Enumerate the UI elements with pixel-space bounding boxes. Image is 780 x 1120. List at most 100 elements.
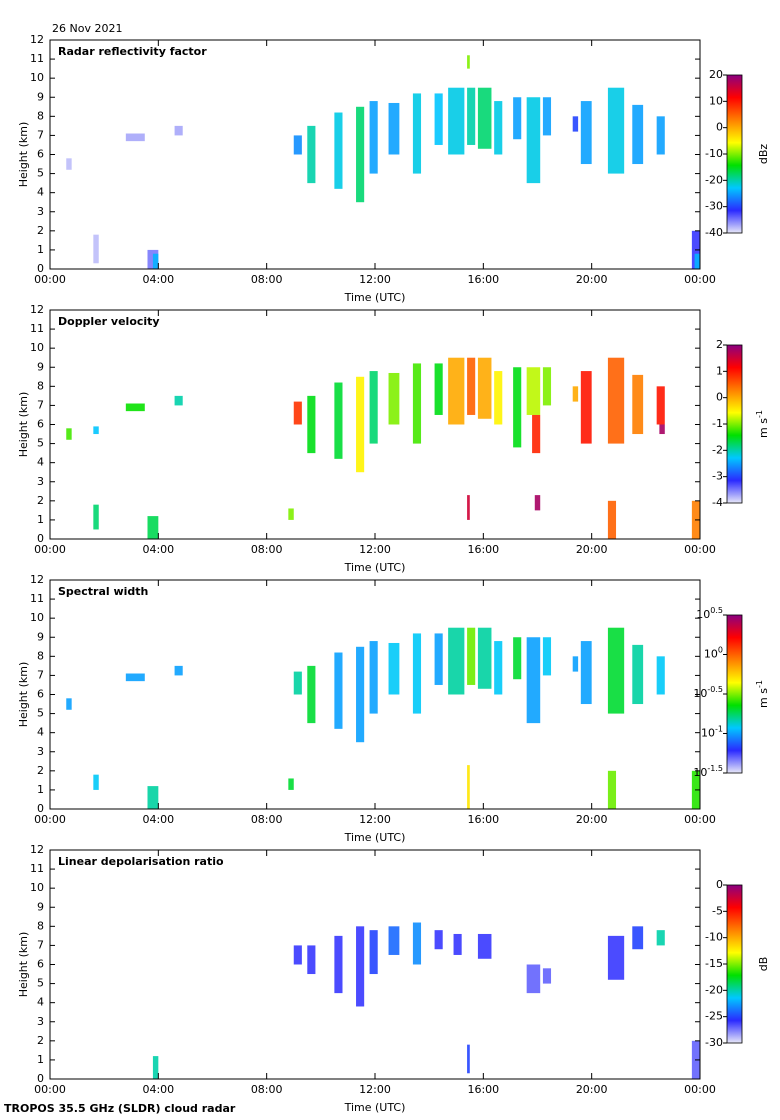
x-tick-label: 00:00: [34, 813, 66, 826]
x-tick-label: 16:00: [467, 543, 499, 556]
y-tick-label: 3: [37, 1015, 44, 1028]
echo: [388, 642, 400, 695]
y-tick-label: 10: [30, 71, 44, 84]
echo: [448, 627, 465, 695]
echo: [412, 633, 422, 714]
y-tick-label: 5: [37, 437, 44, 450]
echo: [152, 1056, 159, 1079]
y-tick-label: 9: [37, 630, 44, 643]
y-tick-label: 11: [30, 592, 44, 605]
colorbar-tick-label: -10: [705, 931, 723, 944]
colorbar-tick-label: -15: [705, 957, 723, 970]
x-tick-label: 04:00: [142, 1083, 174, 1096]
echo: [580, 371, 592, 444]
y-tick-label: 0: [37, 262, 44, 275]
y-tick-label: 8: [37, 379, 44, 392]
echo: [66, 158, 72, 170]
panel-title: Linear depolarisation ratio: [58, 855, 224, 868]
y-tick-label: 11: [30, 52, 44, 65]
echo: [526, 367, 541, 415]
x-tick-label: 00:00: [684, 813, 716, 826]
colorbar-tick-label: -30: [705, 1036, 723, 1049]
echo: [659, 424, 665, 435]
colorbar-tick-label: -20: [705, 983, 723, 996]
echo: [434, 930, 443, 950]
echo: [467, 55, 470, 69]
echo: [632, 374, 644, 435]
y-tick-label: 8: [37, 649, 44, 662]
x-tick-label: 12:00: [359, 543, 391, 556]
x-tick-label: 00:00: [684, 1083, 716, 1096]
colorbar-tick-label: 0: [716, 121, 723, 134]
echo: [448, 87, 465, 155]
colorbar-tick-label: 2: [716, 338, 723, 351]
y-tick-label: 5: [37, 167, 44, 180]
y-tick-label: 4: [37, 186, 44, 199]
y-tick-label: 1: [37, 783, 44, 796]
y-tick-label: 12: [30, 33, 44, 46]
colorbar-tick-label: -4: [712, 496, 723, 509]
x-tick-label: 08:00: [251, 1083, 283, 1096]
echo: [369, 371, 378, 444]
colorbar-tick-label: 1: [716, 364, 723, 377]
echo: [632, 926, 644, 950]
echo: [356, 646, 365, 743]
echo: [542, 968, 552, 984]
y-tick-label: 12: [30, 843, 44, 856]
echo: [526, 97, 541, 184]
echo: [125, 133, 145, 142]
y-tick-label: 9: [37, 900, 44, 913]
echo: [534, 495, 541, 511]
echo: [607, 627, 625, 714]
echo: [532, 414, 541, 454]
echo: [467, 765, 470, 809]
echo: [293, 401, 302, 425]
y-tick-label: 8: [37, 919, 44, 932]
echo: [513, 637, 522, 680]
echo: [388, 372, 400, 425]
colorbar-tick-label: -3: [712, 470, 723, 483]
y-axis-label: Height (km): [17, 932, 30, 998]
colorbar-tick-label: -30: [705, 200, 723, 213]
echo: [477, 627, 492, 689]
echo: [174, 125, 183, 136]
y-tick-label: 6: [37, 148, 44, 161]
echo: [580, 641, 592, 705]
echo: [542, 367, 552, 406]
echo: [66, 428, 72, 440]
x-tick-label: 20:00: [576, 1083, 608, 1096]
y-tick-label: 4: [37, 456, 44, 469]
echo: [542, 637, 552, 676]
echo: [572, 656, 579, 672]
echo: [494, 371, 503, 425]
colorbar-tick-label: 10-1: [701, 724, 723, 740]
y-tick-label: 2: [37, 224, 44, 237]
echo: [434, 93, 443, 145]
colorbar: [726, 614, 743, 774]
echo: [307, 945, 316, 975]
echo: [307, 125, 316, 184]
y-axis-label: Height (km): [17, 662, 30, 728]
echo: [93, 504, 99, 530]
y-tick-label: 0: [37, 1072, 44, 1085]
panel-title: Doppler velocity: [58, 315, 160, 328]
y-tick-label: 1: [37, 243, 44, 256]
echo: [288, 508, 294, 520]
echo: [388, 926, 400, 955]
y-tick-label: 4: [37, 726, 44, 739]
echo: [334, 935, 343, 994]
echo: [453, 933, 462, 955]
echo: [607, 935, 625, 980]
y-tick-label: 3: [37, 205, 44, 218]
footer: TROPOS 35.5 GHz (SLDR) cloud radar: [4, 1102, 236, 1115]
colorbar-tick-label: 20: [709, 68, 723, 81]
echo: [467, 495, 470, 520]
echo: [467, 357, 476, 415]
y-tick-label: 0: [37, 532, 44, 545]
y-tick-label: 8: [37, 109, 44, 122]
echo: [307, 395, 316, 454]
x-tick-label: 12:00: [359, 273, 391, 286]
y-tick-label: 4: [37, 996, 44, 1009]
x-tick-label: 00:00: [34, 273, 66, 286]
